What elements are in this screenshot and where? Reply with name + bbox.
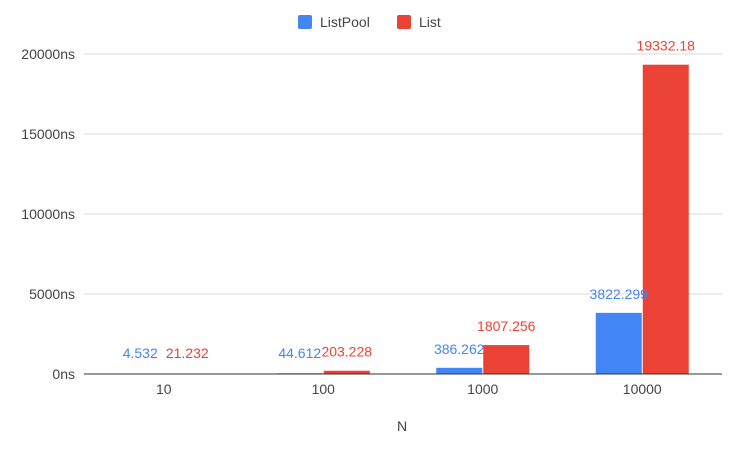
x-tick-label: 1000 xyxy=(467,381,498,397)
data-label-list: 1807.256 xyxy=(477,318,536,334)
data-label-list: 203.228 xyxy=(321,344,372,360)
x-axis-title: N xyxy=(397,418,407,434)
legend-label: ListPool xyxy=(320,14,370,30)
legend-swatch xyxy=(298,15,312,29)
data-label-listpool: 44.612 xyxy=(278,345,321,361)
bar-listpool-1000 xyxy=(436,368,482,374)
bar-list-1000 xyxy=(483,345,529,374)
y-tick-label: 10000ns xyxy=(21,206,75,222)
data-label-list: 21.232 xyxy=(166,345,209,361)
bar-list-10000 xyxy=(643,65,689,374)
data-label-listpool: 3822.299 xyxy=(590,286,649,302)
legend: ListPool List xyxy=(298,14,441,30)
x-tick-label: 100 xyxy=(312,381,336,397)
legend-item-list: List xyxy=(397,14,441,30)
legend-item-listpool: ListPool xyxy=(298,14,370,30)
y-tick-label: 15000ns xyxy=(21,126,75,142)
x-axis-tick-labels: 10 100 1000 10000 xyxy=(156,381,662,397)
y-tick-label: 0ns xyxy=(52,366,75,382)
bars xyxy=(117,65,689,374)
bar-listpool-10000 xyxy=(596,313,642,374)
data-label-list: 19332.18 xyxy=(637,38,696,54)
x-tick-label: 10 xyxy=(156,381,172,397)
legend-swatch xyxy=(397,15,411,29)
y-axis-tick-labels: 0ns 5000ns 10000ns 15000ns 20000ns xyxy=(21,46,75,382)
y-tick-label: 20000ns xyxy=(21,46,75,62)
x-tick-label: 10000 xyxy=(623,381,662,397)
legend-label: List xyxy=(419,14,441,30)
data-label-listpool: 4.532 xyxy=(123,345,158,361)
data-label-listpool: 386.262 xyxy=(434,341,485,357)
y-tick-label: 5000ns xyxy=(29,286,75,302)
grid-lines xyxy=(84,54,722,294)
